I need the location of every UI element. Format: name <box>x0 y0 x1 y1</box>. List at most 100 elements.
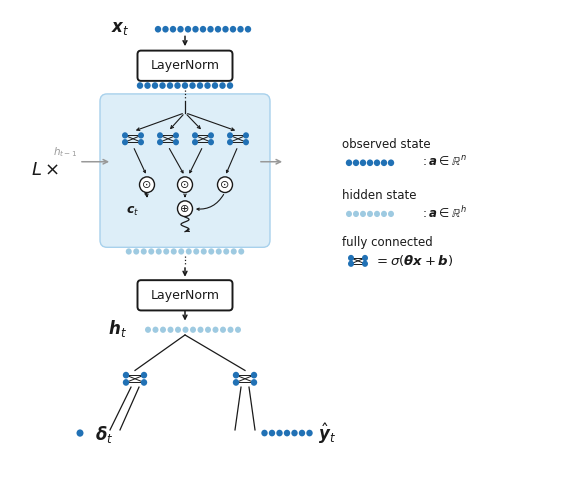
Circle shape <box>223 248 229 254</box>
Circle shape <box>173 139 179 145</box>
Circle shape <box>237 26 244 33</box>
Circle shape <box>197 82 203 89</box>
Circle shape <box>162 26 169 33</box>
Circle shape <box>186 248 192 254</box>
Circle shape <box>152 326 158 333</box>
Circle shape <box>183 326 188 333</box>
Circle shape <box>138 139 144 145</box>
Circle shape <box>163 248 169 254</box>
Circle shape <box>388 159 394 166</box>
Circle shape <box>353 159 359 166</box>
Circle shape <box>233 379 239 386</box>
Circle shape <box>174 82 181 89</box>
Circle shape <box>122 139 128 145</box>
Circle shape <box>208 139 214 145</box>
Circle shape <box>76 430 84 437</box>
Circle shape <box>160 326 166 333</box>
Text: $\boldsymbol{h}_t$: $\boldsymbol{h}_t$ <box>107 318 126 339</box>
Circle shape <box>175 326 181 333</box>
Text: ⊙: ⊙ <box>220 180 230 190</box>
Circle shape <box>284 430 290 436</box>
Text: ⊕: ⊕ <box>180 204 190 214</box>
Circle shape <box>269 430 275 436</box>
Circle shape <box>145 326 151 333</box>
Circle shape <box>277 430 283 436</box>
Circle shape <box>192 139 198 145</box>
Circle shape <box>200 26 206 33</box>
Circle shape <box>208 132 214 139</box>
Circle shape <box>223 26 229 33</box>
Circle shape <box>216 248 222 254</box>
Circle shape <box>388 211 394 217</box>
Circle shape <box>238 248 244 254</box>
Circle shape <box>157 139 163 145</box>
Circle shape <box>217 177 233 192</box>
Circle shape <box>207 26 214 33</box>
Circle shape <box>133 248 139 254</box>
Circle shape <box>243 139 249 145</box>
Circle shape <box>141 372 147 378</box>
Circle shape <box>157 132 163 139</box>
Circle shape <box>122 132 128 139</box>
Circle shape <box>374 159 380 166</box>
Circle shape <box>205 82 211 89</box>
Circle shape <box>362 255 368 261</box>
Circle shape <box>140 248 147 254</box>
Circle shape <box>156 248 162 254</box>
Text: $\boldsymbol{\delta}_t$: $\boldsymbol{\delta}_t$ <box>95 423 114 444</box>
Circle shape <box>141 379 147 386</box>
Circle shape <box>212 326 219 333</box>
Circle shape <box>299 430 305 436</box>
Text: LayerNorm: LayerNorm <box>151 59 220 72</box>
Circle shape <box>245 26 251 33</box>
Circle shape <box>171 248 177 254</box>
Circle shape <box>126 248 132 254</box>
Circle shape <box>178 248 184 254</box>
Circle shape <box>138 132 144 139</box>
Circle shape <box>123 379 129 386</box>
Text: $\boldsymbol{c}_t$: $\boldsymbol{c}_t$ <box>126 205 139 218</box>
Circle shape <box>123 372 129 378</box>
Circle shape <box>155 26 161 33</box>
Circle shape <box>182 82 188 89</box>
Text: observed state: observed state <box>342 137 430 151</box>
Circle shape <box>201 248 207 254</box>
Circle shape <box>152 82 158 89</box>
Circle shape <box>173 132 179 139</box>
FancyBboxPatch shape <box>100 94 270 247</box>
Circle shape <box>381 159 387 166</box>
Circle shape <box>167 82 173 89</box>
FancyBboxPatch shape <box>138 50 233 81</box>
Text: ⊙: ⊙ <box>180 180 190 190</box>
Circle shape <box>346 211 352 217</box>
Circle shape <box>227 82 233 89</box>
Circle shape <box>227 139 233 145</box>
Circle shape <box>185 26 191 33</box>
Circle shape <box>381 211 387 217</box>
Circle shape <box>170 26 176 33</box>
Circle shape <box>233 372 239 378</box>
Circle shape <box>205 326 211 333</box>
Text: $= \sigma\left(\boldsymbol{\theta x} + \boldsymbol{b}\right)$: $= \sigma\left(\boldsymbol{\theta x} + \… <box>374 253 453 268</box>
Circle shape <box>189 82 196 89</box>
Circle shape <box>235 326 241 333</box>
Circle shape <box>148 248 154 254</box>
Text: $L\times$: $L\times$ <box>31 161 59 179</box>
Circle shape <box>178 201 193 216</box>
Circle shape <box>348 255 354 261</box>
Circle shape <box>192 132 198 139</box>
Text: hidden state: hidden state <box>342 189 416 202</box>
Circle shape <box>360 211 366 217</box>
Circle shape <box>367 211 373 217</box>
Circle shape <box>230 26 236 33</box>
Circle shape <box>212 82 218 89</box>
Circle shape <box>167 326 174 333</box>
Circle shape <box>159 82 166 89</box>
Circle shape <box>192 26 199 33</box>
Circle shape <box>346 159 352 166</box>
Circle shape <box>306 430 312 436</box>
Circle shape <box>219 82 226 89</box>
Circle shape <box>228 326 233 333</box>
Circle shape <box>251 379 257 386</box>
Text: $h_{t-1}$: $h_{t-1}$ <box>53 145 77 159</box>
